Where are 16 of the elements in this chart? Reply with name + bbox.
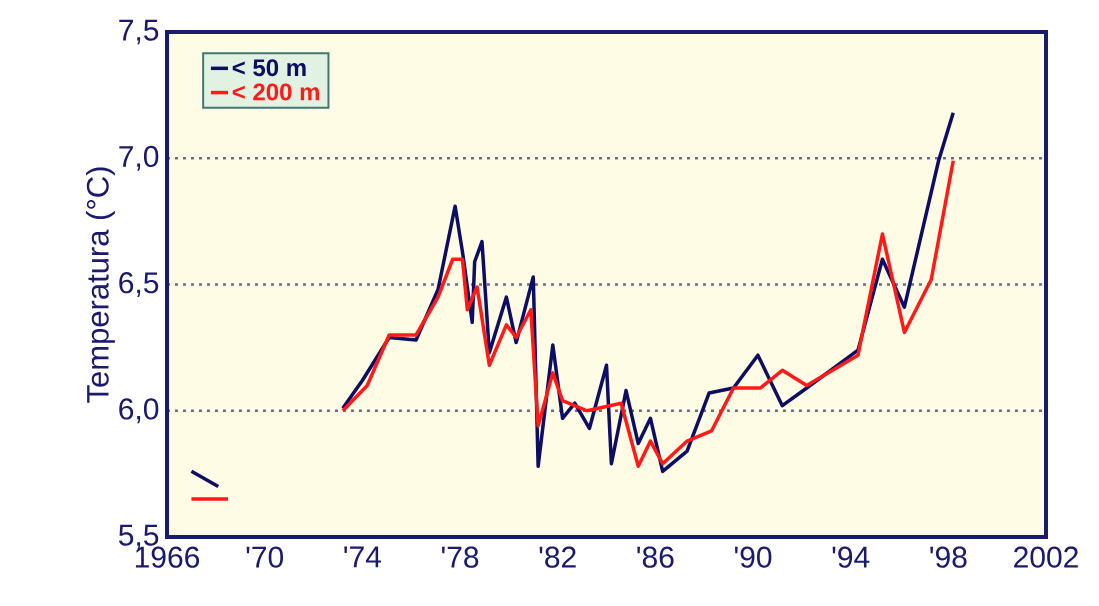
legend-label: < 50 m: [232, 59, 306, 77]
x-tick-label: '78: [441, 546, 479, 568]
x-tick-label: '90: [734, 546, 772, 568]
legend-label: < 200 m: [232, 83, 319, 101]
y-axis-title: Temperatura (°C): [85, 167, 115, 403]
x-tick-label: '70: [246, 546, 284, 568]
y-tick-label: 6,5: [119, 272, 159, 297]
x-tick-label: '98: [930, 546, 967, 568]
x-tick-label: '74: [344, 546, 382, 568]
x-tick-label: 2002: [1014, 546, 1078, 568]
y-tick-label: 7,5: [119, 19, 159, 45]
x-tick-label: '94: [832, 546, 870, 568]
x-tick-label: '86: [637, 546, 674, 568]
x-tick-label: '82: [539, 546, 576, 568]
y-tick-label: 7,0: [119, 145, 159, 171]
y-tick-label: 6,0: [119, 398, 159, 424]
